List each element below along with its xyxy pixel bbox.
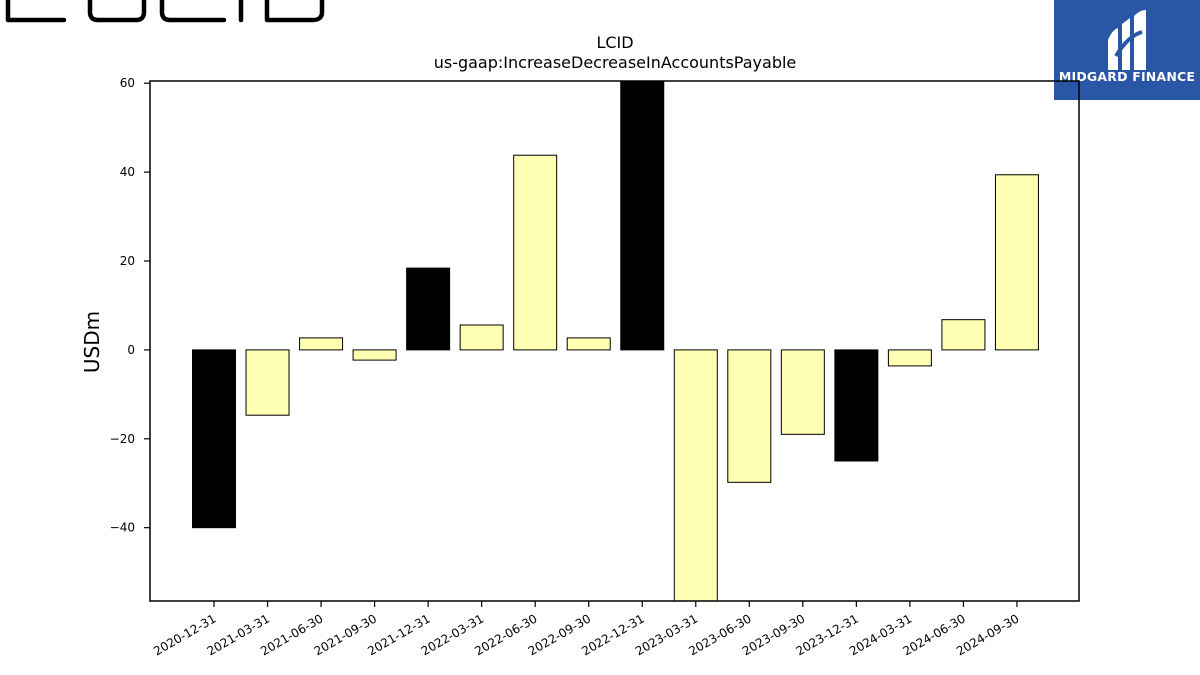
x-axis-ticks: 2020-12-312021-03-312021-06-302021-09-30… bbox=[151, 601, 1021, 658]
midgard-finance-label: MIDGARD FINANCE bbox=[1058, 69, 1196, 84]
y-axis-label: USDm bbox=[80, 311, 104, 373]
plot-frame bbox=[149, 80, 1080, 602]
bar-2023-03-31 bbox=[673, 349, 718, 601]
bar-2020-12-31 bbox=[192, 349, 236, 529]
bar-2021-06-30 bbox=[299, 337, 344, 351]
chart-title: LCID bbox=[596, 33, 633, 52]
y-tick-label: −40 bbox=[110, 521, 135, 535]
bars bbox=[192, 81, 1039, 601]
bar-2022-09-30 bbox=[566, 337, 611, 351]
y-tick-label: 20 bbox=[120, 254, 135, 268]
bar-2024-03-31 bbox=[887, 349, 932, 367]
y-tick-label: 0 bbox=[127, 343, 135, 357]
bar-2022-12-31 bbox=[620, 81, 665, 351]
y-axis-ticks: −40 −20 0 20 40 60 bbox=[110, 76, 150, 535]
bar-2021-09-30 bbox=[352, 349, 397, 361]
y-tick-label: −20 bbox=[110, 432, 135, 446]
bar-2021-03-31 bbox=[245, 349, 290, 416]
bar-2022-03-31 bbox=[459, 324, 504, 351]
brand-logo bbox=[0, 0, 330, 30]
bar-2021-12-31 bbox=[406, 267, 451, 351]
chart-subtitle: us-gaap:IncreaseDecreaseInAccountsPayabl… bbox=[434, 53, 797, 72]
bar-2023-12-31 bbox=[834, 349, 879, 462]
bar-2024-09-30 bbox=[994, 174, 1039, 351]
bar-2023-09-30 bbox=[780, 349, 825, 435]
midgard-logo-icon bbox=[1102, 10, 1152, 74]
y-tick-label: 40 bbox=[120, 165, 135, 179]
bar-2023-06-30 bbox=[727, 349, 772, 483]
bar-2022-06-30 bbox=[513, 154, 558, 351]
y-tick-label: 60 bbox=[120, 76, 135, 90]
bar-2024-06-30 bbox=[941, 319, 986, 351]
